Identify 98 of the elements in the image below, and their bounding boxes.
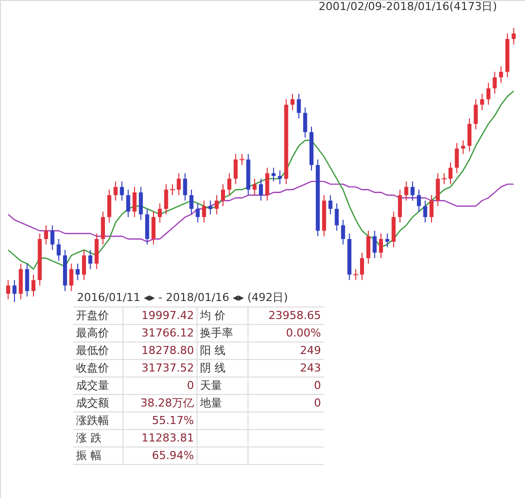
candlestick: [88, 249, 92, 270]
text: 55.17%: [152, 414, 194, 427]
text: 18278.80: [142, 344, 194, 357]
candlestick: [265, 167, 270, 202]
candlestick: [239, 154, 244, 166]
candlestick: [474, 98, 478, 130]
text: 最高价: [76, 326, 109, 340]
candlestick: [183, 172, 188, 202]
candlestick: [114, 180, 118, 202]
text: 涨跌幅: [76, 414, 109, 427]
candlestick: [334, 202, 339, 232]
candlestick: [208, 200, 212, 215]
candlestick: [138, 186, 143, 220]
candlestick: [366, 230, 370, 264]
candlestick: [410, 180, 415, 202]
candlestick: [353, 268, 358, 281]
text: 23958.65: [268, 308, 321, 322]
candlestick: [461, 140, 466, 155]
candlestick: [492, 71, 497, 94]
candlestick: [448, 162, 452, 185]
annotation: 2016/01/11 ◂▸ - 2018/01/16 ◂▸ (492日): [77, 291, 288, 304]
candlestick: [6, 280, 10, 300]
text: 31737.52: [142, 361, 194, 374]
candlestick: [486, 82, 490, 106]
candlestick: [44, 224, 48, 245]
text: 阴 线: [200, 361, 226, 374]
candlestick: [258, 178, 263, 202]
text: 11283.81: [142, 431, 194, 444]
candlestick: [454, 142, 459, 174]
candlestick: [385, 233, 390, 248]
candlestick: [404, 180, 408, 202]
candlestick: [272, 167, 276, 182]
candlestick: [189, 189, 194, 215]
candlestick: [25, 263, 30, 298]
candlestick: [512, 28, 516, 45]
chart-title: 2001/02/09-2018/01/16(4173日): [318, 0, 497, 13]
candlestick: [196, 202, 200, 224]
candlestick: [151, 211, 156, 245]
candlestick: [303, 106, 308, 138]
candlestick: [372, 230, 377, 259]
candlestick: [480, 93, 484, 111]
candlestick: [278, 170, 282, 185]
candlestick: [31, 274, 36, 298]
candlestick: [132, 186, 137, 218]
candlestick: [290, 93, 295, 111]
text: 换手率: [200, 326, 233, 340]
candlestick: [214, 194, 219, 215]
candlestick: [107, 189, 112, 224]
candlestick: [120, 180, 124, 202]
candlestick: [82, 249, 86, 281]
candlestick: [76, 263, 80, 281]
text: 249: [300, 344, 321, 357]
candlestick: [328, 194, 332, 215]
candlestick: [176, 172, 181, 196]
candlestick: [378, 233, 383, 259]
text: 0: [187, 378, 194, 392]
candlestick: [398, 189, 402, 224]
text: 涨 跌: [76, 431, 102, 444]
candlestick: [252, 178, 257, 196]
candlestick: [202, 200, 206, 224]
text: 开盘价: [76, 308, 109, 322]
text: 0.00%: [286, 326, 321, 340]
candlestick: [360, 252, 364, 281]
candlestick: [416, 189, 421, 212]
text: 成交额: [76, 396, 109, 410]
text: 收盘价: [76, 361, 109, 374]
candlestick: [423, 200, 428, 224]
text: 均 价: [199, 308, 226, 322]
candlestick: [126, 189, 130, 218]
candlestick: [100, 211, 105, 245]
text: 38.28万亿: [140, 396, 194, 410]
candlestick: [50, 224, 54, 250]
candlestick: [164, 184, 168, 215]
candlestick: [12, 280, 16, 302]
candlestick: [234, 154, 238, 185]
text: 0: [314, 378, 321, 392]
candlestick: [56, 238, 61, 262]
candlestick: [170, 184, 175, 196]
candlestick: [499, 66, 504, 84]
text: 31766.12: [142, 326, 194, 340]
candlestick: [158, 202, 162, 224]
text: 天量: [200, 378, 222, 392]
text: 65.94%: [152, 448, 194, 462]
text: 地量: [199, 396, 222, 410]
text: 振 幅: [76, 448, 102, 462]
text: 阳 线: [200, 344, 226, 357]
text: 19997.42: [142, 308, 194, 322]
candlestick: [467, 118, 472, 152]
candlestick: [221, 184, 226, 207]
candlestick: [227, 172, 232, 196]
text: 0: [314, 396, 321, 410]
candlestick: [430, 194, 434, 224]
candlestick: [341, 219, 346, 245]
text: 最低价: [76, 344, 109, 357]
candlestick: [69, 263, 74, 292]
candlestick: [296, 93, 301, 119]
text: 成交量: [76, 378, 109, 392]
text: 243: [300, 361, 321, 374]
